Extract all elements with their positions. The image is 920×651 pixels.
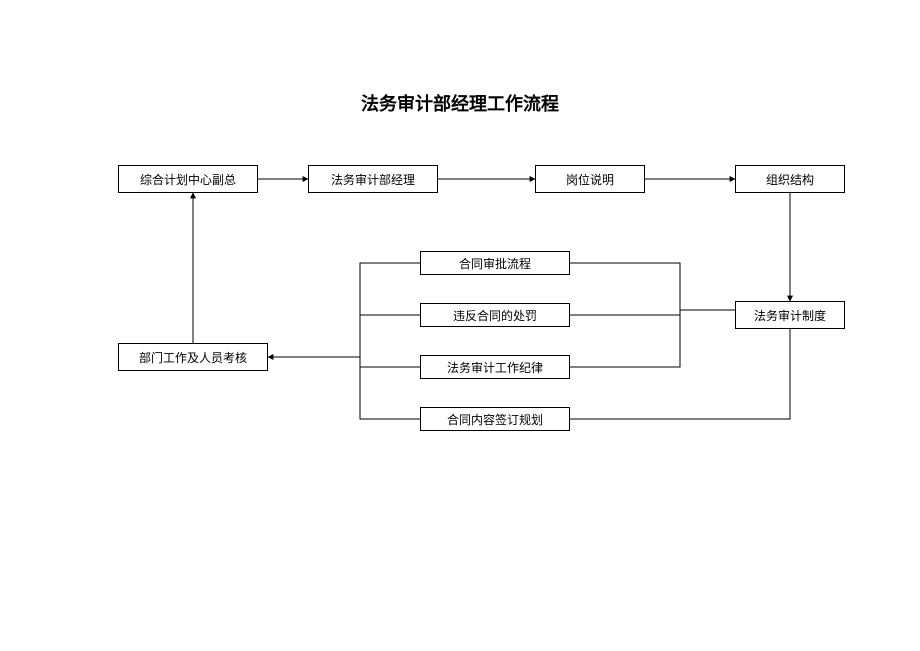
edge-n5-n9: [570, 329, 790, 419]
node-n9: 合同内容签订规划: [420, 407, 570, 431]
node-n10: 部门工作及人员考核: [118, 343, 268, 371]
node-n1: 综合计划中心副总: [118, 165, 258, 193]
edge-n9-j: [360, 367, 420, 419]
node-n3: 岗位说明: [535, 165, 645, 193]
edge-n6-j: [360, 263, 420, 357]
edge-n5-n7: [570, 310, 680, 315]
node-n7: 违反合同的处罚: [420, 303, 570, 327]
edge-n8-n10: [268, 357, 420, 367]
edge-n5-n6: [570, 263, 735, 310]
edge-n5-n8: [570, 315, 680, 367]
diagram-title: 法务审计部经理工作流程: [0, 90, 920, 116]
node-n8: 法务审计工作纪律: [420, 355, 570, 379]
node-n6: 合同审批流程: [420, 251, 570, 275]
node-n4: 组织结构: [735, 165, 845, 193]
node-n5: 法务审计制度: [735, 301, 845, 329]
node-n2: 法务审计部经理: [308, 165, 438, 193]
